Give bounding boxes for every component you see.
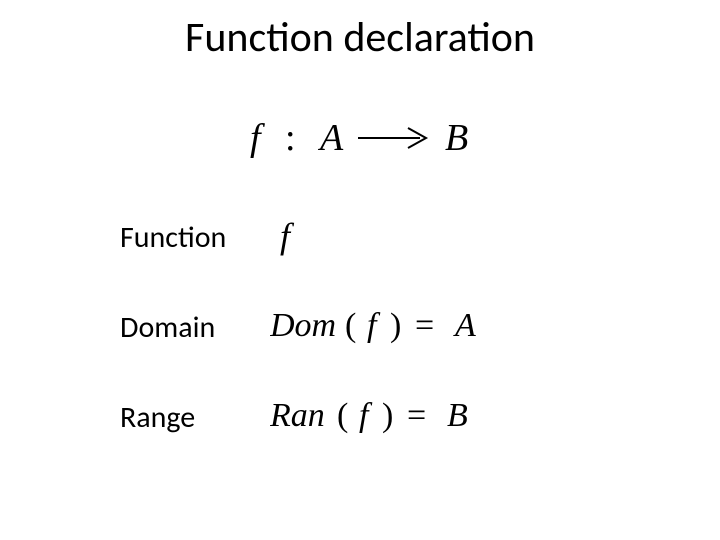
label-domain: Domain [120, 309, 270, 346]
domain-eq: = [415, 307, 434, 344]
main-equation: f : A B [0, 108, 720, 173]
row-function: Function f [120, 210, 620, 265]
range-f: f [359, 397, 373, 434]
domain-rp: ) [390, 307, 401, 344]
main-colon: : [285, 117, 296, 159]
row-domain: Domain Dom ( f ) = A [120, 300, 620, 355]
domain-f: f [367, 307, 381, 344]
domain-lp: ( [345, 307, 356, 344]
row-range: Range Ran ( f ) = B [120, 390, 620, 445]
arrow-icon [358, 128, 426, 148]
math-domain: Dom ( f ) = A [270, 300, 570, 355]
domain-Dom: Dom [270, 307, 336, 344]
function-f: f [280, 216, 295, 256]
slide: Function declaration f : A B Function f … [0, 0, 720, 540]
label-range: Range [120, 399, 270, 436]
range-lp: ( [337, 397, 348, 434]
label-function: Function [120, 219, 270, 256]
slide-title: Function declaration [0, 12, 720, 63]
range-B: B [447, 397, 468, 434]
main-equation-svg: f : A B [230, 108, 490, 168]
math-function: f [270, 210, 330, 265]
range-eq: = [407, 397, 426, 434]
math-range: Ran ( f ) = B [270, 390, 570, 445]
main-A: A [317, 117, 344, 159]
domain-A: A [453, 307, 476, 344]
main-B: B [445, 117, 468, 159]
main-f: f [250, 117, 265, 159]
range-Ran: Ran [270, 397, 325, 434]
range-rp: ) [382, 397, 393, 434]
